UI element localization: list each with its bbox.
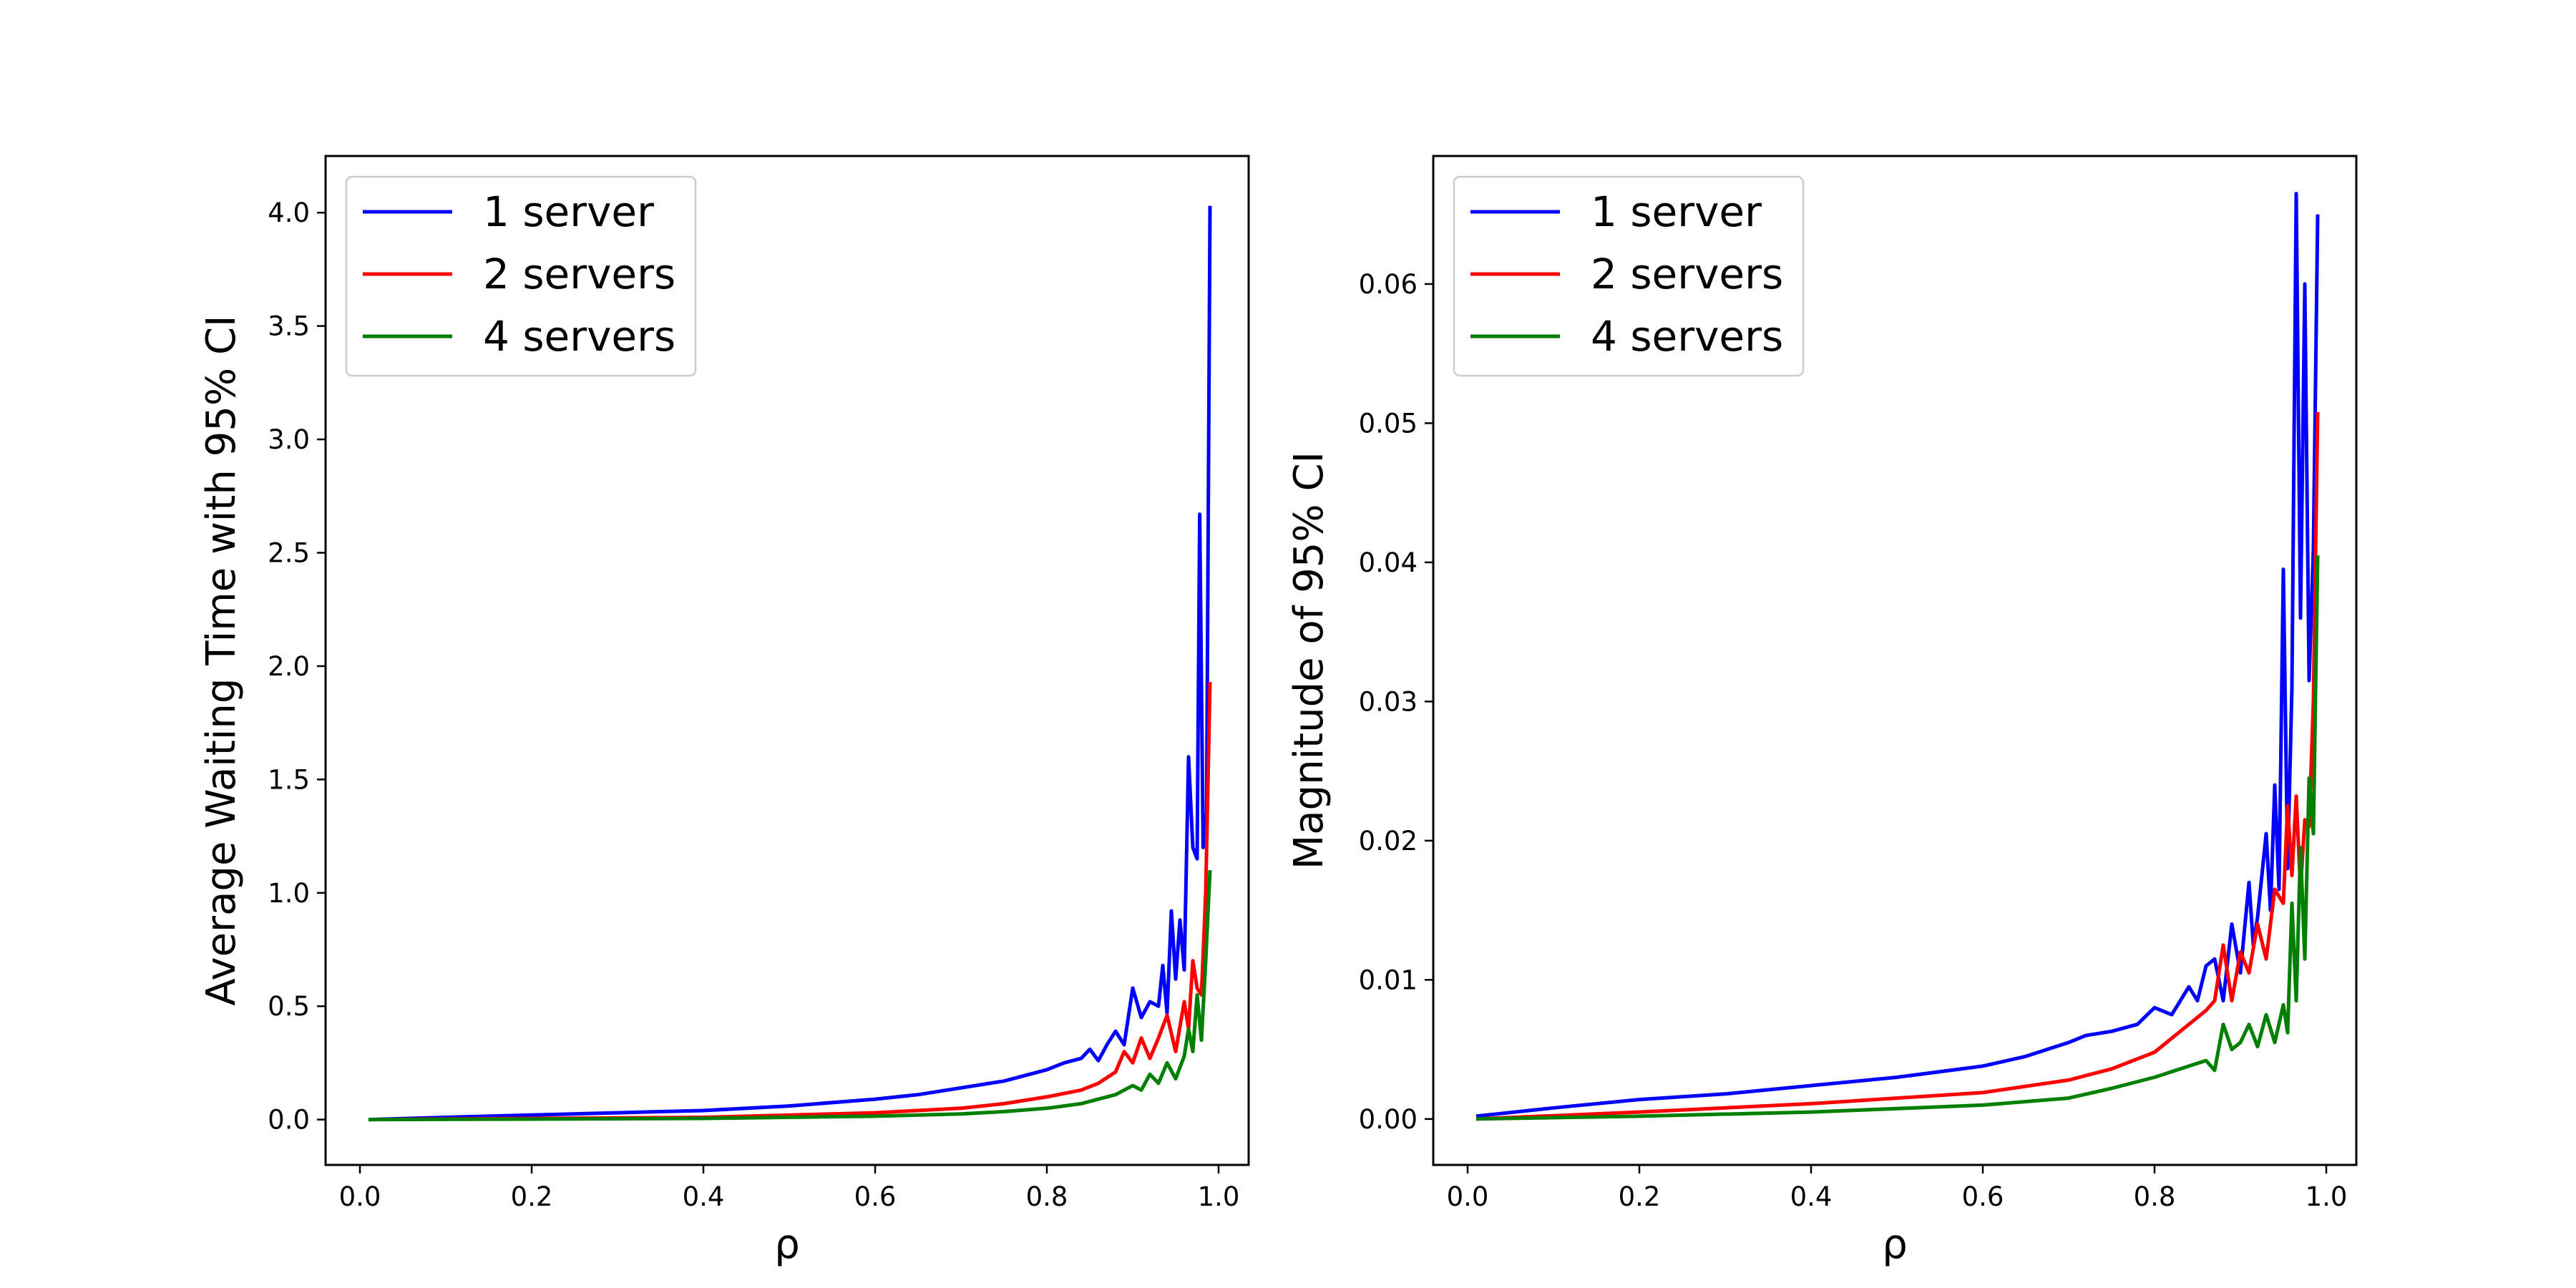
x-tick-label-right: 1.0 — [2306, 1181, 2348, 1212]
x-tick-label-left: 0.8 — [1026, 1181, 1068, 1212]
series-line-2-servers — [368, 682, 1212, 1122]
x-tick-label-left: 1.0 — [1198, 1181, 1240, 1212]
x-tick-label-right: 0.4 — [1790, 1181, 1833, 1212]
y-tick-label-left: 4.0 — [268, 197, 310, 228]
y-tick-label-right: 0.00 — [1359, 1104, 1418, 1135]
legend-box-left — [345, 175, 697, 377]
y-tick-label-left: 1.5 — [268, 764, 310, 795]
axes-frame-left — [324, 155, 1250, 1166]
legend-label-4-servers: 4 servers — [1591, 312, 1783, 361]
axes-frame-right — [1432, 155, 2358, 1166]
legend-label-1-server: 1 server — [483, 187, 654, 236]
series-line-4-servers — [368, 869, 1212, 1122]
y-tick-label-right: 0.06 — [1359, 269, 1418, 300]
y-axis-label-left: Average Waiting Time with 95% CI — [198, 315, 245, 1005]
legend-label-2-servers: 2 servers — [483, 250, 675, 298]
y-tick-label-right: 0.02 — [1359, 826, 1418, 857]
y-tick-label-left: 3.5 — [268, 311, 310, 342]
y-tick-label-right: 0.05 — [1359, 408, 1418, 439]
x-ticks-left: 0.0 0.2 0.4 0.6 0.8 1.0 — [339, 1165, 1240, 1212]
x-tick-label-left: 0.2 — [511, 1181, 553, 1212]
y-tick-label-right: 0.01 — [1359, 965, 1418, 995]
y-tick-label-left: 2.5 — [268, 537, 310, 568]
legend-box-right — [1453, 175, 1805, 377]
series-line-1-server — [1475, 192, 2320, 1118]
y-tick-label-left: 1.0 — [268, 878, 310, 909]
x-tick-label-right: 0.8 — [2134, 1181, 2176, 1212]
chart-panel-left: 0.0 0.2 0.4 0.6 0.8 1.0 0.0 0.5 1.0 1.5 2.0 2.5 3.0… — [198, 155, 1250, 1268]
x-tick-label-right: 0.0 — [1447, 1181, 1489, 1212]
x-tick-label-right: 0.6 — [1962, 1181, 2004, 1212]
x-axis-label-left: ρ — [774, 1221, 800, 1268]
legend-label-4-servers: 4 servers — [483, 312, 675, 361]
chart-panel-right: 0.0 0.2 0.4 0.6 0.8 1.0 0.000.010.020.030.040… — [1286, 155, 2358, 1268]
y-axis-label-right: Magnitude of 95% CI — [1286, 452, 1332, 869]
legend-label-2-servers: 2 servers — [1591, 250, 1783, 298]
y-ticks-right: 0.00 0.01 0.02 0.03 0.04 0.05 0.06 — [1359, 269, 1433, 1135]
y-tick-label-left: 2.0 — [268, 651, 310, 682]
x-tick-label-left: 0.0 — [339, 1181, 381, 1212]
legend-left: 1 server 2 servers 4 servers — [345, 175, 697, 377]
y-tick-label-left: 3.0 — [268, 424, 310, 455]
legend-right: 1 server 2 servers 4 servers — [1453, 175, 1805, 377]
series-line-1-server — [368, 205, 1212, 1122]
series-line-4-servers — [1475, 555, 2320, 1121]
y-ticks-left: 0.0 0.5 1.0 1.5 2.0 2.5 3.0 3.5 4.0 — [268, 197, 326, 1136]
y-tick-label-right: 0.04 — [1359, 547, 1418, 578]
y-tick-label-left: 0.0 — [268, 1105, 310, 1136]
x-ticks-right: 0.0 0.2 0.4 0.6 0.8 1.0 — [1447, 1165, 2348, 1212]
plot-lines-right — [1475, 192, 2320, 1121]
x-axis-label-right: ρ — [1882, 1221, 1908, 1268]
x-tick-label-left: 0.4 — [683, 1181, 725, 1212]
y-tick-label-right: 0.03 — [1359, 686, 1418, 717]
x-tick-label-left: 0.6 — [854, 1181, 897, 1212]
plot-lines-left — [368, 205, 1212, 1122]
y-tick-label-left: 0.5 — [268, 991, 310, 1022]
x-tick-label-right: 0.2 — [1619, 1181, 1661, 1212]
legend-label-1-server: 1 server — [1591, 187, 1762, 236]
